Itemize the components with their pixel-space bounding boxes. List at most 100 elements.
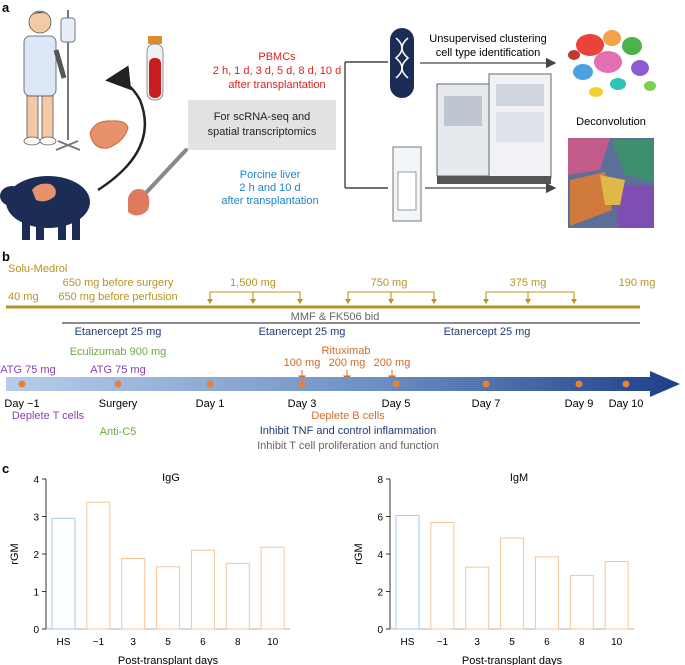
x-axis-label: Post-transplant days [462, 655, 563, 665]
etanercept-3: Etanercept 25 mg [444, 326, 531, 338]
dose-650-surgery: 650 mg before surgery [63, 277, 174, 289]
deplete-t-label: Deplete T cells [12, 410, 85, 422]
spatial-map-illustration [568, 138, 654, 228]
y-tick-label: 2 [33, 550, 39, 561]
blood-tube-icon [146, 36, 164, 101]
x-tick-label: 10 [611, 637, 623, 648]
y-tick-label: 3 [33, 513, 39, 524]
bar-−1 [430, 522, 455, 630]
x-tick-label: −1 [93, 637, 105, 648]
dose-40mg: 40 mg [8, 291, 39, 303]
x-tick-label: 3 [474, 637, 480, 648]
timeline-dot-6 [575, 380, 583, 388]
curved-arrow [97, 65, 147, 192]
method-box [188, 100, 336, 150]
panel-a-label: a [2, 0, 10, 15]
anti-c5-label: Anti-C5 [100, 426, 137, 438]
x-axis-label: Post-transplant days [118, 655, 219, 665]
x-tick-label: 5 [509, 637, 515, 648]
x-tick-label: 6 [200, 637, 206, 648]
timeline-dot-3 [298, 380, 306, 388]
patient-illustration [23, 10, 67, 146]
y-tick-label: 6 [377, 513, 383, 524]
bar-5 [500, 537, 525, 630]
timeline-dot-1 [114, 380, 122, 388]
x-tick-label: HS [401, 637, 415, 648]
dose-750mg: 750 mg [371, 277, 408, 289]
etanercept-2: Etanercept 25 mg [259, 326, 346, 338]
timeline-dot-0 [18, 380, 26, 388]
x-tick-label: 3 [130, 637, 136, 648]
day-label-0: Day −1 [4, 398, 39, 410]
dose-200mg-a: 200 mg [329, 357, 366, 369]
method-label-2: spatial transcriptomics [208, 126, 317, 138]
bar-3 [121, 558, 146, 630]
x-tick-label: −1 [437, 637, 449, 648]
dose-190mg: 190 mg [619, 277, 656, 289]
timeline-arrow [6, 371, 680, 397]
pbmc-label-2: 2 h, 1 d, 3 d, 5 d, 8 d, 10 d [213, 65, 341, 77]
liver-label-2: 2 h and 10 d [239, 182, 300, 194]
y-axis-label: rGM [9, 543, 21, 564]
mmf-label: MMF & FK506 bid [291, 311, 380, 323]
dose-200mg-b: 200 mg [374, 357, 411, 369]
bar-10 [260, 546, 285, 630]
timeline-dot-4 [392, 380, 400, 388]
x-tick-label: 8 [235, 637, 241, 648]
bar-10 [604, 561, 629, 630]
y-tick-label: 4 [33, 475, 39, 486]
chart-title: IgM [510, 472, 528, 484]
timeline-dot-5 [482, 380, 490, 388]
panel-b-label: b [2, 249, 10, 264]
rituximab-label: Rituximab [322, 345, 371, 357]
x-tick-label: 10 [267, 637, 279, 648]
timeline-dot-2 [206, 380, 214, 388]
day-label-1: Surgery [99, 398, 138, 410]
deplete-b-label: Deplete B cells [311, 410, 385, 422]
chart-title: IgG [162, 472, 180, 484]
liver-label-3: after transplantation [221, 195, 318, 207]
steroid-brackets [209, 291, 575, 300]
bar-8 [225, 562, 250, 630]
y-tick-label: 8 [377, 475, 383, 486]
liver-label-1: Porcine liver [240, 169, 301, 181]
y-tick-label: 0 [377, 625, 383, 636]
atg-label-2: ATG 75 mg [90, 364, 145, 376]
dose-100mg: 100 mg [284, 357, 321, 369]
dose-1500mg: 1,500 mg [230, 277, 276, 289]
y-tick-label: 4 [377, 550, 383, 561]
pbmc-label-3: after transplantation [228, 79, 325, 91]
bar-6 [534, 556, 559, 630]
x-tick-label: 8 [579, 637, 585, 648]
method-label-1: For scRNA-seq and [214, 111, 311, 123]
solu-medrol-label: Solu-Medrol [8, 263, 67, 275]
x-tick-label: HS [57, 637, 71, 648]
bar-6 [190, 549, 215, 630]
day-label-7: Day 10 [609, 398, 644, 410]
dose-650-perfusion: 650 mg before perfusion [58, 291, 177, 303]
bar-3 [465, 566, 490, 630]
bar-8 [569, 575, 594, 630]
y-tick-label: 2 [377, 588, 383, 599]
pbmc-label-1: PBMCs [258, 51, 296, 63]
y-tick-label: 0 [33, 625, 39, 636]
day-label-4: Day 5 [382, 398, 411, 410]
day-label-3: Day 3 [288, 398, 317, 410]
x-tick-label: 5 [165, 637, 171, 648]
timeline-dots [18, 380, 630, 388]
inhibit-t-label: Inhibit T cell proliferation and functio… [257, 440, 439, 452]
bar-HS [395, 515, 420, 630]
eculizumab-label: Eculizumab 900 mg [70, 346, 167, 358]
dose-375mg: 375 mg [510, 277, 547, 289]
day-label-5: Day 7 [472, 398, 501, 410]
pig-illustration [0, 176, 90, 240]
deconvolution-label: Deconvolution [576, 116, 646, 128]
day-label-2: Day 1 [196, 398, 225, 410]
timeline-dot-7 [622, 380, 630, 388]
day-label-6: Day 9 [565, 398, 594, 410]
bar-−1 [86, 501, 111, 630]
chart-igm: IgM 0 2 4 6 8 rGM HS −1 3 5 6 8 10 Post-transplant day… [353, 472, 634, 665]
y-axis-label: rGM [353, 543, 365, 564]
clustering-label-1: Unsupervised clustering [429, 33, 546, 45]
